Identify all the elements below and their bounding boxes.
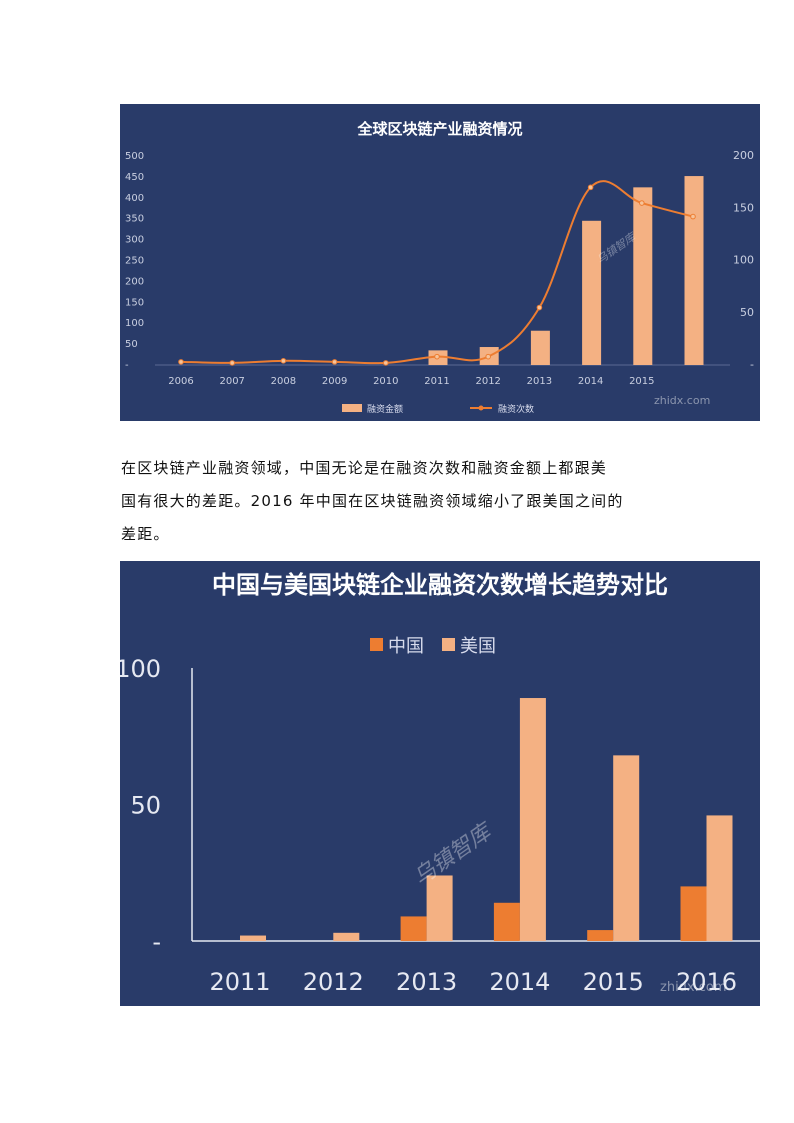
bar-us	[240, 935, 266, 941]
line-count-point	[229, 360, 235, 366]
legend-swatch-amount	[342, 404, 362, 412]
line-series	[178, 180, 696, 366]
bar-us	[333, 932, 360, 941]
paragraph-line-1: 在区块链产业融资领域，中国无论是在融资次数和融资金额上都跟美	[121, 459, 608, 477]
line-count-point	[178, 359, 184, 365]
left-tick-label: 350	[125, 214, 144, 225]
chart1-legend: 融资金额 融资次数	[342, 403, 534, 415]
y-tick-label: 100	[120, 655, 161, 683]
bar-amount	[582, 220, 602, 365]
y-tick-label: -	[152, 928, 161, 956]
legend-swatch-china	[370, 638, 383, 651]
left-tick-label: 500	[125, 151, 144, 162]
x-tick-label: 2016	[676, 968, 737, 996]
line-count-point	[331, 359, 338, 365]
x-tick-label: 2010	[373, 376, 398, 387]
bar-china	[587, 930, 614, 941]
watermark-logo-text: 乌镇智库	[409, 818, 499, 891]
left-axis-ticks: - 50 100 150 200 250 300 350 400 450 500	[125, 151, 144, 371]
x-tick-label: 2012	[475, 376, 500, 387]
x-tick-label: 2012	[303, 968, 364, 996]
x-tick-label: 2014	[489, 968, 550, 996]
bar-us	[519, 698, 546, 941]
left-tick-label: 150	[125, 297, 144, 308]
watermark-text: zhidx.com	[660, 980, 727, 995]
left-tick-label: 450	[125, 172, 144, 183]
x-tick-label: 2013	[396, 968, 457, 996]
bar-series	[240, 698, 733, 941]
chart-title: 中国与美国块链企业融资次数增长趋势对比	[212, 571, 668, 599]
bar-china	[493, 902, 520, 941]
right-tick-label: -	[750, 358, 754, 371]
y-axis-ticks: - 50 100	[120, 655, 161, 956]
china-us-funding-comparison-chart: 中国与美国块链企业融资次数增长趋势对比 中国 美国 -50 100 2011 201…	[120, 561, 760, 1006]
global-blockchain-funding-chart: 全球区块链产业融资情况 - 50 100 150 200 250 300 350 400 450 5…	[120, 104, 760, 421]
chart2-legend: 中国 美国	[370, 636, 496, 657]
x-tick-label: 2006	[168, 376, 193, 387]
bar-us	[426, 875, 453, 941]
right-tick-label: 150	[733, 201, 754, 214]
body-paragraph: 在区块链产业融资领域，中国无论是在融资次数和融资金额上都跟美 国有很大的差距。2…	[121, 452, 681, 551]
chart1-svg: 全球区块链产业融资情况 - 50 100 150 200 250 300 350 400 450 5…	[125, 120, 754, 415]
x-tick-label: 2014	[578, 376, 603, 387]
paragraph-line-2: 国有很大的差距。2016 年中国在区块链融资领域缩小了跟美国之间的	[121, 492, 624, 510]
x-tick-label: 2013	[527, 376, 552, 387]
line-count-point	[280, 358, 287, 364]
right-tick-label: 100	[733, 254, 754, 267]
left-tick-label: 50	[125, 339, 138, 350]
legend-label-us: 美国	[460, 636, 496, 657]
legend-marker-count	[478, 405, 484, 411]
chart-title: 全球区块链产业融资情况	[356, 120, 522, 138]
x-tick-label: 2015	[583, 968, 644, 996]
x-tick-label: 2015	[629, 376, 654, 387]
bar-amount	[530, 330, 550, 365]
x-tick-label: 2009	[322, 376, 347, 387]
left-tick-label: 100	[125, 318, 144, 329]
bar-us	[613, 755, 640, 941]
paragraph-line-3: 差距。	[121, 525, 170, 543]
legend-label-amount: 融资金额	[367, 403, 403, 415]
left-tick-label: 400	[125, 193, 144, 204]
bar-us	[706, 815, 733, 941]
right-tick-label: 50	[740, 306, 754, 319]
line-count-path	[180, 180, 694, 365]
line-count-point	[485, 353, 492, 360]
x-axis-labels: 2006 2007 2008 2009 2010 2011 2012 2013 2014 2015	[168, 376, 654, 387]
x-tick-label: 2011	[424, 376, 449, 387]
left-tick-label: 250	[125, 256, 144, 267]
bar-amount	[633, 187, 653, 365]
line-count-point	[434, 353, 440, 360]
x-tick-label: 2007	[219, 376, 244, 387]
left-tick-label: -	[125, 360, 129, 371]
line-count-point	[383, 360, 389, 366]
bar-china	[680, 886, 707, 941]
bar-series	[428, 176, 704, 365]
legend-label-count: 融资次数	[498, 403, 534, 415]
line-count-point	[587, 184, 594, 191]
watermark-text: zhidx.com	[654, 394, 710, 407]
line-count-point	[536, 304, 543, 311]
legend-label-china: 中国	[388, 636, 424, 657]
right-tick-label: 200	[733, 149, 754, 162]
x-tick-label: 2011	[209, 968, 270, 996]
bar-china	[400, 916, 427, 941]
x-tick-label: 2008	[271, 376, 296, 387]
line-count-point	[639, 200, 645, 206]
x-axis-labels: 2011 2012 2013 2014 2015 2016	[209, 968, 737, 996]
left-tick-label: 200	[125, 276, 144, 287]
line-count-point	[690, 213, 696, 220]
y-tick-label: 50	[130, 792, 161, 820]
legend-swatch-us	[442, 638, 455, 651]
left-tick-label: 300	[125, 235, 144, 246]
right-axis-ticks: - 50 100 150 200	[733, 149, 754, 371]
bar-amount	[684, 176, 704, 365]
